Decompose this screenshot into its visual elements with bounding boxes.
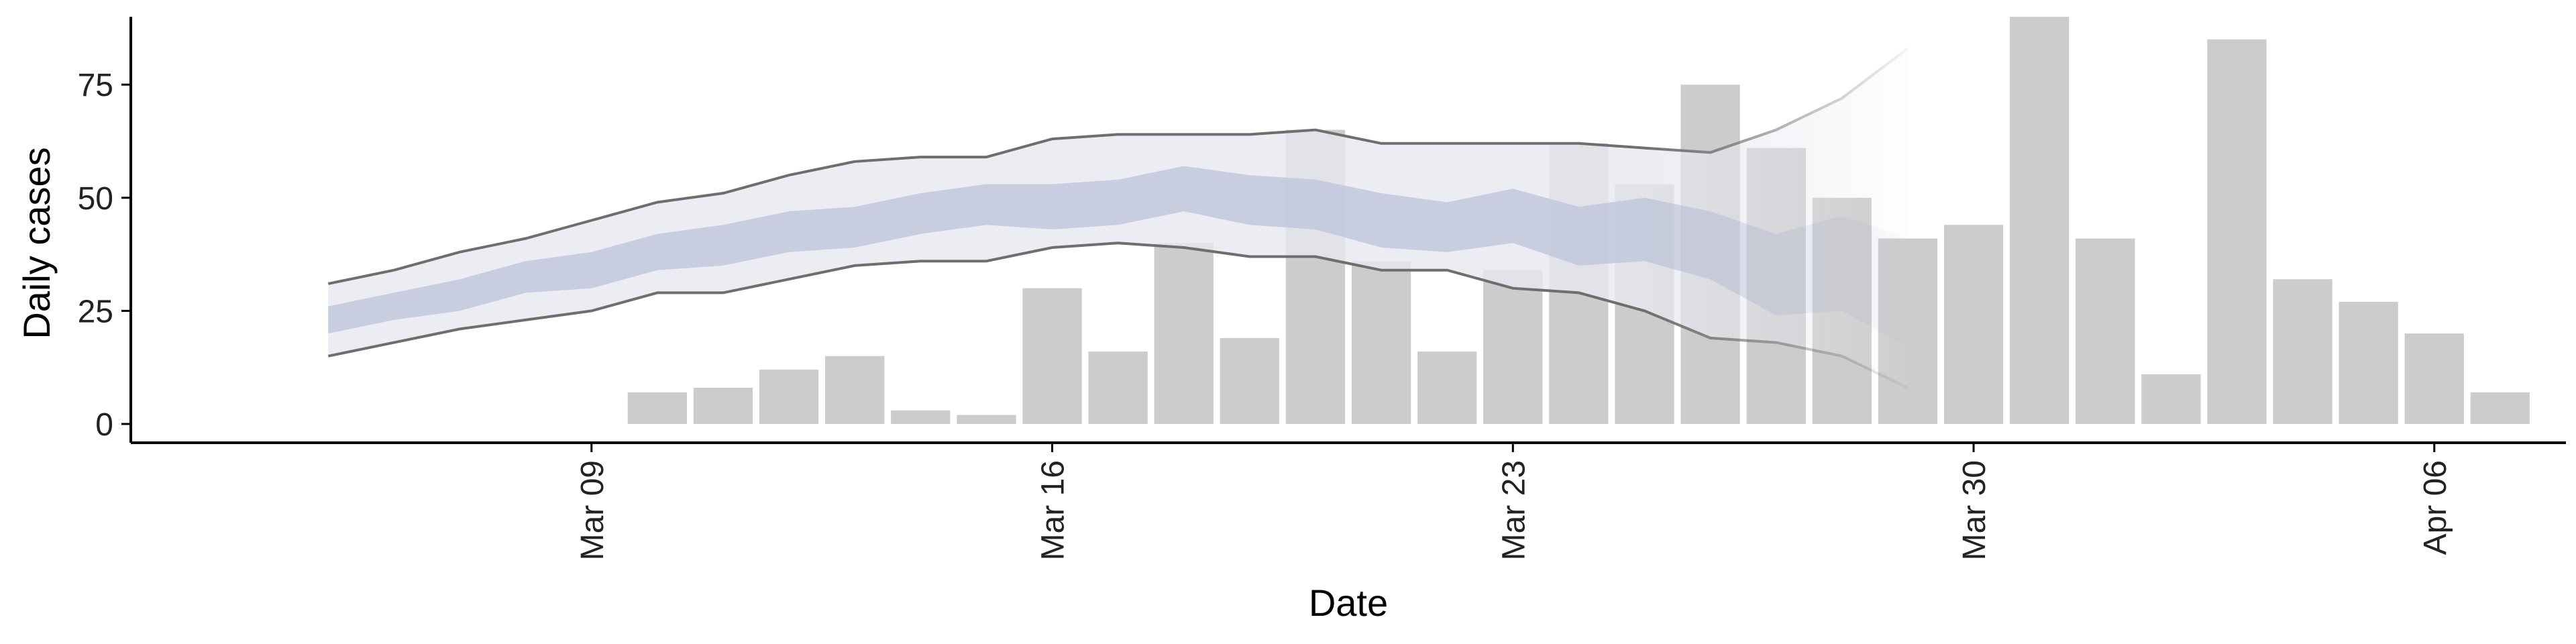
lower-bound-line [327, 241, 1909, 389]
y-tick-label: 75 [78, 68, 113, 103]
upper-bound-line [327, 47, 1909, 285]
y-tick-label: 50 [78, 181, 113, 217]
bar [1483, 270, 1543, 424]
y-tick-label: 0 [95, 407, 113, 443]
bar [891, 410, 951, 424]
bar [1022, 288, 1082, 424]
bar [2141, 374, 2201, 424]
bar [759, 370, 819, 424]
x-tick-label: Apr 06 [2418, 460, 2453, 555]
axes [129, 17, 2566, 444]
bar [1351, 261, 1411, 424]
y-axis-title: Daily cases [15, 147, 58, 339]
bar [693, 388, 753, 424]
bar [2273, 279, 2332, 424]
bar [2076, 238, 2135, 424]
bar [1220, 337, 1279, 424]
inner-interval-band [328, 166, 1908, 347]
bar [2404, 333, 2464, 424]
x-tick-label: Mar 23 [1496, 460, 1532, 560]
bar [1088, 352, 1148, 424]
bar [1943, 225, 2004, 424]
y-ticks: 0 25 50 75 [78, 68, 131, 443]
bar [627, 392, 687, 424]
bar [825, 356, 885, 424]
bar [1417, 352, 1477, 424]
x-axis-title: Date [1309, 582, 1388, 624]
bar [2339, 301, 2398, 424]
x-ticks: Mar 09 Mar 16 Mar 23 Mar 30 Apr 06 [575, 443, 2453, 560]
bar [2207, 39, 2267, 424]
x-tick-label: Mar 09 [575, 460, 610, 560]
bar [1154, 243, 1214, 424]
x-tick-label: Mar 16 [1036, 460, 1071, 560]
estimate-band [327, 47, 1909, 389]
bar [957, 415, 1016, 424]
y-tick-label: 25 [78, 294, 113, 329]
x-tick-label: Mar 30 [1957, 460, 1992, 560]
bar [2470, 392, 2530, 424]
bar [2010, 17, 2070, 424]
